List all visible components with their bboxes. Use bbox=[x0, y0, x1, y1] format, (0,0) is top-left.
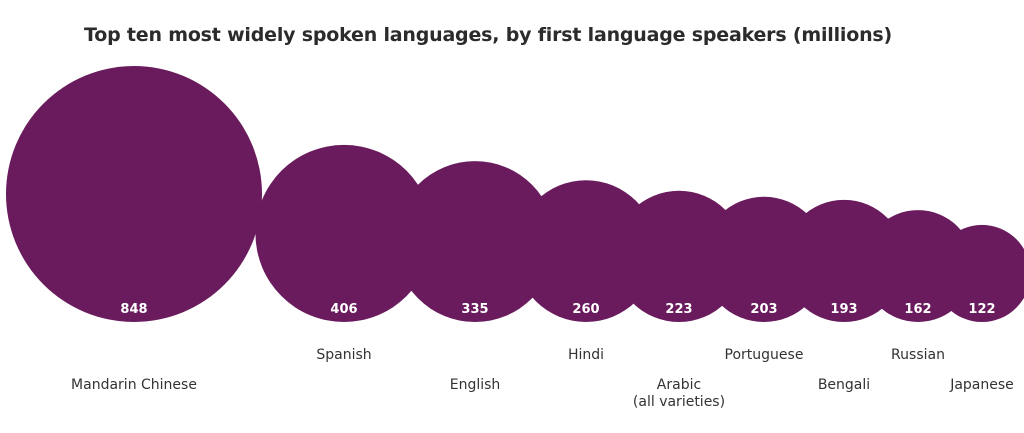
category-label: English bbox=[450, 377, 501, 393]
bubble-value-label: 260 bbox=[572, 302, 599, 317]
bubble-value-label: 122 bbox=[968, 302, 995, 317]
category-label: Arabic (all varieties) bbox=[633, 377, 725, 410]
bubble-value-label: 335 bbox=[461, 302, 488, 317]
category-label: Portuguese bbox=[725, 347, 804, 363]
bubble-value-label: 162 bbox=[904, 302, 931, 317]
bubble-value-label: 193 bbox=[830, 302, 857, 317]
bubble-0 bbox=[6, 66, 262, 322]
bubble-2 bbox=[394, 161, 556, 322]
bubble-value-label: 223 bbox=[665, 302, 692, 317]
category-label: Hindi bbox=[568, 347, 604, 363]
category-label: Japanese bbox=[949, 377, 1014, 393]
category-label: Russian bbox=[891, 347, 945, 363]
category-label: Mandarin Chinese bbox=[71, 377, 197, 393]
category-label: Spanish bbox=[316, 347, 371, 363]
bubble-1 bbox=[255, 144, 433, 322]
chart-title: Top ten most widely spoken languages, by… bbox=[84, 24, 892, 46]
bubble-value-label: 848 bbox=[120, 302, 147, 317]
bubble-value-label: 203 bbox=[750, 302, 777, 317]
bubble-value-label: 406 bbox=[330, 302, 357, 317]
bubble-8 bbox=[933, 224, 1024, 322]
category-label: Bengali bbox=[818, 377, 870, 393]
